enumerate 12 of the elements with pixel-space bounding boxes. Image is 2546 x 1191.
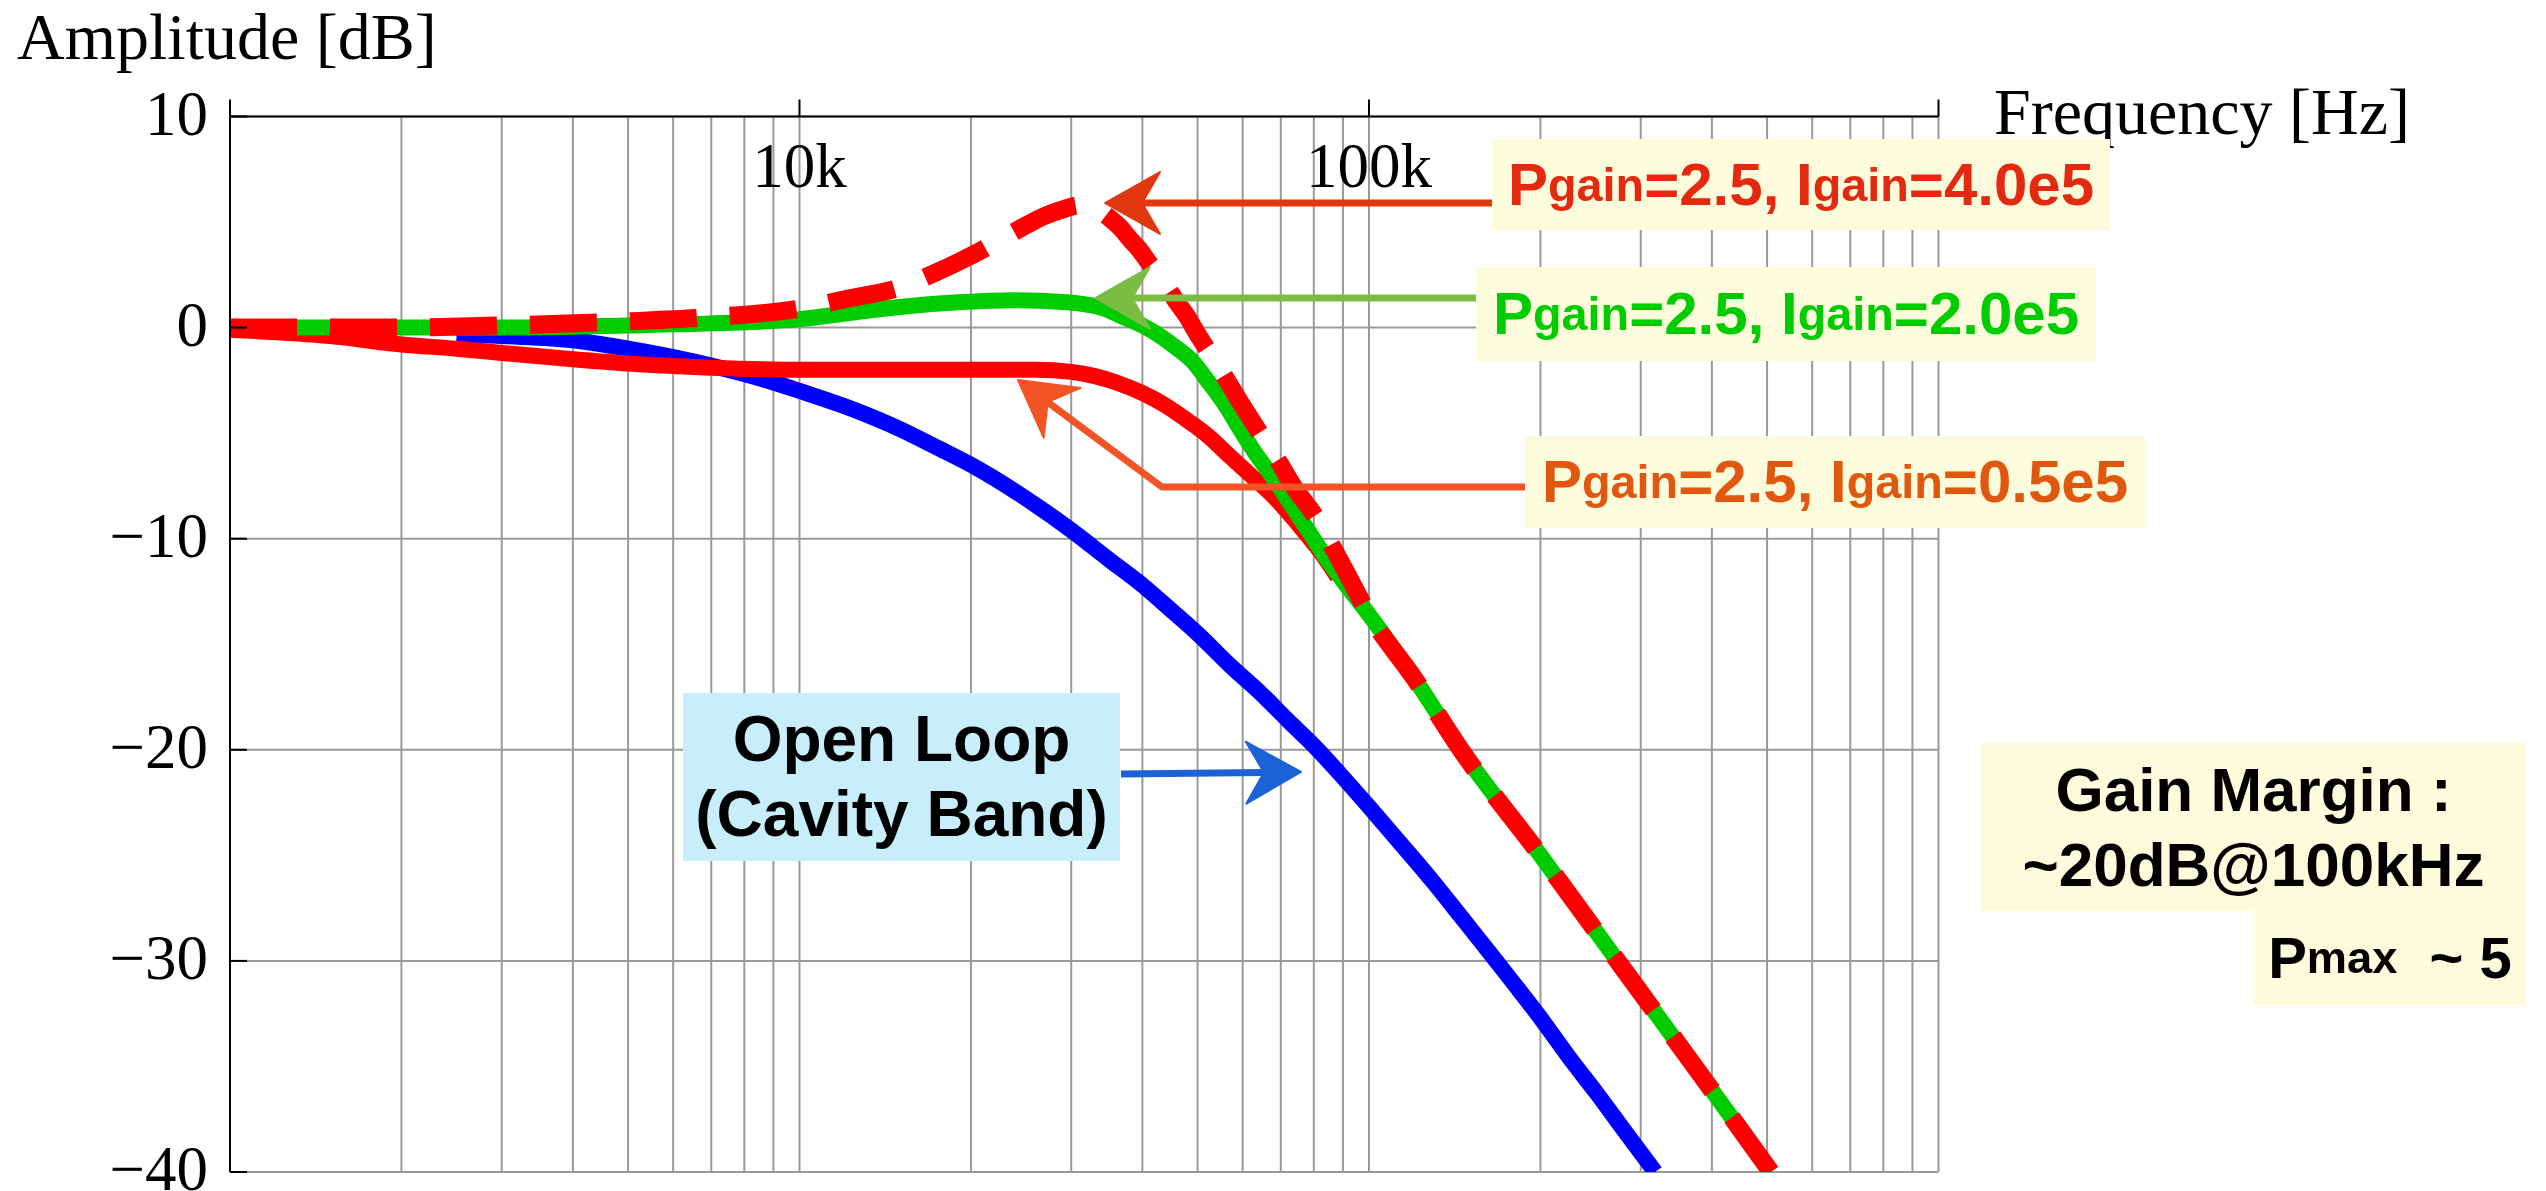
x-tick-label: 10k [752, 130, 848, 201]
y-tick-label: −10 [109, 500, 208, 571]
y-tick-label: −30 [109, 922, 208, 993]
y-tick-label: 0 [176, 289, 208, 360]
y-tick-label: −40 [109, 1134, 208, 1191]
y-axis-title: Amplitude [dB] [17, 0, 437, 73]
y-tick-label: −20 [109, 711, 208, 782]
x-axis-title: Frequency [Hz] [1994, 75, 2410, 148]
series-label: Open Loop (Cavity Band) [683, 693, 1120, 861]
text: Gain Margin : ~20dB@100kHz [1981, 743, 2526, 911]
x-tick-label: 100k [1306, 130, 1433, 201]
y-tick-label: 10 [145, 78, 208, 149]
